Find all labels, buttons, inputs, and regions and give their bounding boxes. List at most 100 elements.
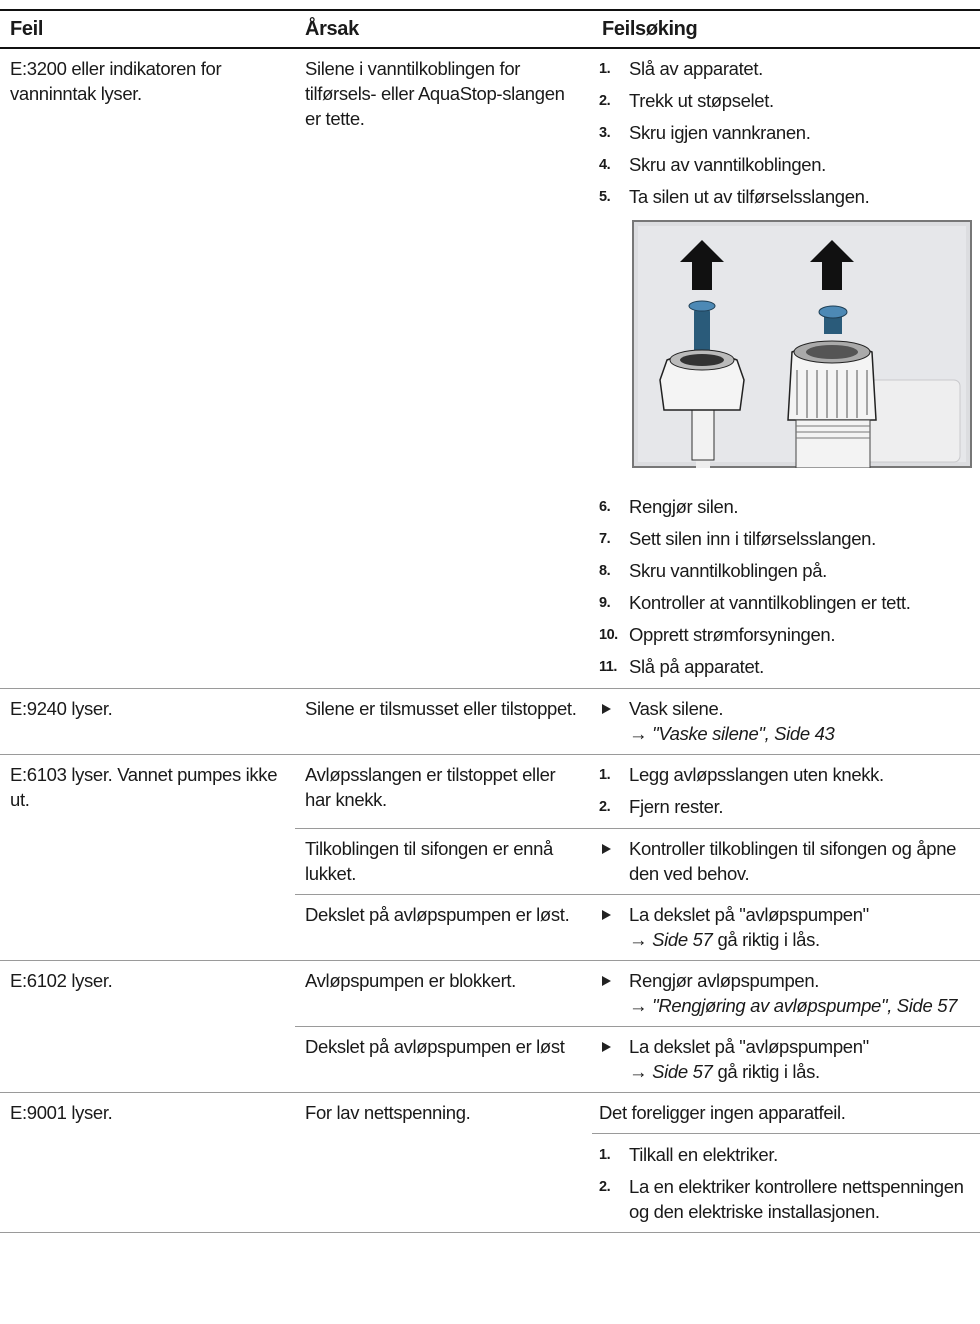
bullet xyxy=(599,902,629,952)
header-cell: Årsak xyxy=(295,9,592,49)
reference-part: "Rengjøring av avløpspumpe", Side 57 xyxy=(652,995,958,1016)
remedy-cell: Kontroller tilkoblingen til sifongen og … xyxy=(592,828,980,895)
step-number: 8. xyxy=(599,563,611,579)
step-body: La dekslet på "avløpspumpen" → Side 57 gå r… xyxy=(629,902,869,952)
step-number: 6. xyxy=(599,499,611,515)
step-text: Skru igjen vannkranen. xyxy=(629,122,811,143)
step-body: Vask silene. → "Vaske silene", Side 43 xyxy=(629,696,839,746)
bullet xyxy=(599,968,629,1018)
step-body: Fjern rester. xyxy=(629,794,724,820)
table-row: E:6102 lyser. Avløpspumpen er blokkert. Re… xyxy=(0,960,980,1093)
fault-cell: E:9240 lyser. xyxy=(0,688,295,755)
cross-reference: → Side 57 gå riktig i lås. xyxy=(629,1059,869,1084)
cross-reference: → "Vaske silene", Side 43 xyxy=(629,721,839,746)
remedy-step: 5. Ta silen ut av tilførselsslangen. xyxy=(599,184,976,210)
table-row: Tilkoblingen til sifongen er ennå lukket… xyxy=(0,828,980,895)
remedy-step: 9. Kontroller at vanntilkoblingen er tett… xyxy=(599,590,976,616)
table-header: Feil Årsak Feilsøking xyxy=(0,9,980,49)
step-text: Slå på apparatet. xyxy=(629,656,764,677)
cause-cell: Avløpspumpen er blokkert. xyxy=(295,960,592,1027)
step-number: 7. xyxy=(599,531,611,547)
step-text: Vask silene. xyxy=(629,698,724,719)
bullet xyxy=(599,1034,629,1084)
step-number: 5. xyxy=(599,189,611,205)
reference-part: → xyxy=(629,1061,648,1082)
filter-illustration xyxy=(632,220,972,469)
remedy-step: 2. Fjern rester. xyxy=(599,794,976,820)
step-text: La en elektriker kontrollere nett­spenni… xyxy=(629,1176,964,1222)
remedy-step: 2. La en elektriker kontrollere nett­spen… xyxy=(599,1174,976,1224)
table-row: E:6103 lyser. Vannet pum­pes ikke ut. Avl… xyxy=(0,754,980,961)
remedy-step: 1. Tilkall en elektriker. xyxy=(599,1142,976,1168)
cause-cell: Avløpsslangen er tilstoppet eller har kn… xyxy=(295,754,592,829)
step-text: Skru av vanntilkoblingen. xyxy=(629,154,826,175)
step-body: Skru vanntilkoblingen på. xyxy=(629,558,827,584)
remedy-cell: La dekslet på "avløpspumpen" → Side 57 gå r… xyxy=(592,894,980,961)
remedy-step: 1. Slå av apparatet. xyxy=(599,56,976,82)
step-text: Opprett strømforsyningen. xyxy=(629,624,836,645)
step-text: Sett silen inn i tilførselsslangen. xyxy=(629,528,876,549)
reference-part: Side 57 xyxy=(652,929,713,950)
bullet xyxy=(599,696,629,746)
step-text: Skru vanntilkoblingen på. xyxy=(629,560,827,581)
step-body: Sett silen inn i tilførselsslangen. xyxy=(629,526,876,552)
step-body: Slå på apparatet. xyxy=(629,654,764,680)
remedy-intro: Det foreligger ingen apparatfeil. xyxy=(592,1093,980,1134)
remedy-step: 3. Skru igjen vannkranen. xyxy=(599,120,976,146)
step-number: 4. xyxy=(599,157,611,173)
remedy-step: 11. Slå på apparatet. xyxy=(599,654,976,680)
step-body: Legg avløpsslangen uten knekk. xyxy=(629,762,884,788)
remedy-step: La dekslet på "avløpspumpen" → Side 57 gå r… xyxy=(599,1034,976,1084)
reference-part: → xyxy=(629,723,648,744)
step-number: 2. xyxy=(599,93,611,109)
reference-part: → xyxy=(629,995,648,1016)
cause-cell: Dekslet på avløpspumpen er løst. xyxy=(295,894,592,961)
fault-cell: E:9001 lyser. xyxy=(0,1092,295,1233)
step-text: Fjern rester. xyxy=(629,796,724,817)
cause-cell: Tilkoblingen til sifongen er ennå lukket… xyxy=(295,828,592,895)
remedy-cell: 1. Legg avløpsslangen uten knekk. 2. Fjern … xyxy=(592,754,980,829)
table-row: E:9001 lyser. For lav nettspenning. Det fo… xyxy=(0,1092,980,1233)
cause-cell: Dekslet på avløpspumpen er løst xyxy=(295,1026,592,1093)
remedy-cell: La dekslet på "avløpspumpen" → Side 57 gå r… xyxy=(592,1026,980,1093)
remedy-cell: Det foreligger ingen apparatfeil. 1. Tilka… xyxy=(592,1092,980,1233)
step-body: Ta silen ut av tilførselsslangen. xyxy=(629,184,870,210)
step-body: Rengjør avløpspumpen. → "Rengjøring av avl… xyxy=(629,968,962,1018)
cross-reference: → Side 57 gå riktig i lås. xyxy=(629,927,869,952)
reference-part: → xyxy=(629,929,648,950)
step-text: Trekk ut støpselet. xyxy=(629,90,774,111)
table-body: E:3200 eller indikatoren for vanninntak … xyxy=(0,48,980,1233)
step-number: 1. xyxy=(599,767,611,783)
header-row: Feil Årsak Feilsøking xyxy=(0,9,980,49)
step-body: Tilkall en elektriker. xyxy=(629,1142,778,1168)
step-body: Slå av apparatet. xyxy=(629,56,763,82)
fault-cell: E:6102 lyser. xyxy=(0,960,295,1093)
page-body: Feil Årsak Feilsøking E:3200 eller indik… xyxy=(0,9,980,1324)
step-number: 2. xyxy=(599,1179,611,1195)
remedy-step: La dekslet på "avløpspumpen" → Side 57 gå r… xyxy=(599,902,976,952)
step-number: 1. xyxy=(599,1147,611,1163)
fault-cell: E:3200 eller indikatoren for vanninntak … xyxy=(0,48,295,689)
step-body: Trekk ut støpselet. xyxy=(629,88,774,114)
step-text: La dekslet på "avløpspumpen" xyxy=(629,1036,869,1057)
step-text: Ta silen ut av tilførselsslangen. xyxy=(629,186,870,207)
remedy-step: 2. Trekk ut støpselet. xyxy=(599,88,976,114)
step-number: 3. xyxy=(599,125,611,141)
remedy-step: 7. Sett silen inn i tilførselsslangen. xyxy=(599,526,976,552)
step-number: 10. xyxy=(599,627,618,643)
step-number: 11. xyxy=(599,659,617,675)
remedy-step: 8. Skru vanntilkoblingen på. xyxy=(599,558,976,584)
reference-part: Side 57 xyxy=(652,1061,713,1082)
reference-part: gå riktig i lås. xyxy=(717,1061,820,1082)
step-body: Skru av vanntilkoblingen. xyxy=(629,152,826,178)
step-text: Rengjør silen. xyxy=(629,496,739,517)
remedy-cell: Vask silene. → "Vaske silene", Side 43 xyxy=(592,688,980,755)
cause-cell: Silene er tilsmusset eller til­stoppet. xyxy=(295,688,592,755)
step-body: Rengjør silen. xyxy=(629,494,739,520)
reference-part: "Vaske silene", Side 43 xyxy=(652,723,835,744)
cause-cell: Silene i vanntilkoblingen for tilførsels… xyxy=(295,48,592,689)
header-cell: Feilsøking xyxy=(592,9,980,49)
remedy-step: Vask silene. → "Vaske silene", Side 43 xyxy=(599,696,976,746)
step-text: Legg avløpsslangen uten knekk. xyxy=(629,764,884,785)
header-cell: Feil xyxy=(0,9,295,49)
